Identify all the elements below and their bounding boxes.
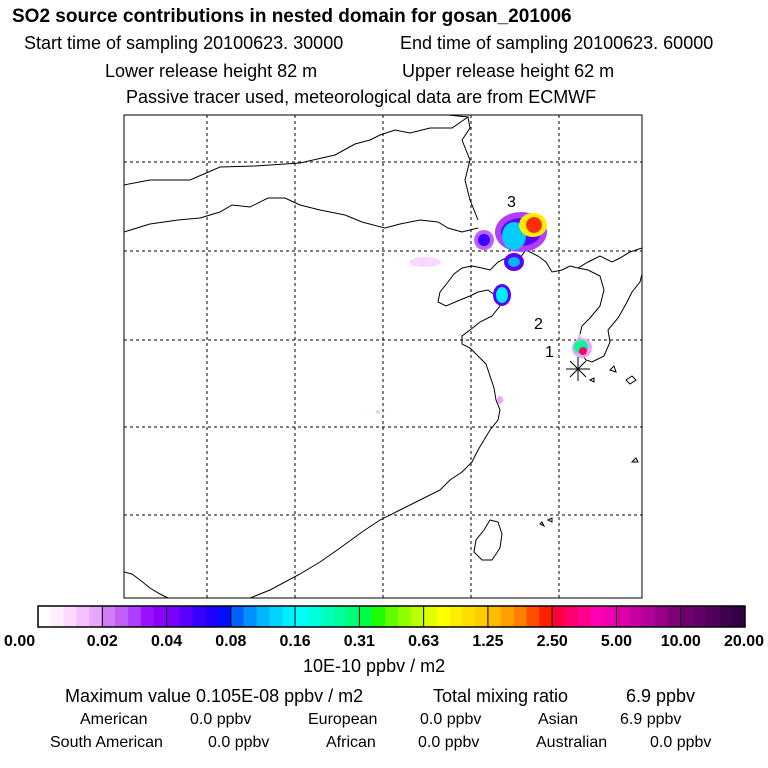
concentration-field (376, 212, 592, 414)
colorbar-swatch-8-2 (577, 606, 592, 627)
colorbar-swatch-3-3 (269, 606, 283, 627)
colorbar-swatch-2-2 (192, 606, 206, 627)
colorbar-swatch-7-4 (539, 606, 553, 627)
lower-release-label: Lower release height 82 m (105, 61, 318, 81)
region-south-american-value: 0.0 ppbv (208, 734, 270, 751)
colorbar-swatch-1-0 (102, 606, 116, 627)
colorbar-swatch-4-0 (295, 606, 309, 627)
colorbar-swatch-7-3 (526, 606, 540, 627)
region-american-name: American (80, 711, 148, 728)
start-time-label: Start time of sampling 20100623. 30000 (24, 33, 344, 53)
colorbar-swatch-1-4 (153, 606, 168, 627)
colorbar-swatch-0-2 (63, 606, 78, 627)
colorbar-swatch-10-0 (680, 606, 695, 627)
total-mixing-label: Total mixing ratio (433, 686, 569, 706)
colorbar-swatch-8-3 (590, 606, 605, 627)
colorbar-swatch-1-2 (127, 606, 142, 627)
receptor-marker (566, 357, 590, 381)
colorbar-swatch-6-3 (462, 606, 476, 627)
colorbar-unit-label: 10E-10 ppbv / m2 (303, 656, 446, 676)
marker-1: 1 (545, 344, 554, 361)
colorbar-swatch-5-4 (410, 606, 425, 627)
colorbar-swatch-7-0 (487, 606, 502, 627)
colorbar-swatch-0-4 (89, 606, 103, 627)
colorbar-ticks: 0.00 0.02 0.04 0.08 0.16 0.31 0.63 1.25 2.50 5.00… (4, 633, 764, 650)
colorbar-swatch-10-2 (706, 606, 720, 627)
marker-2: 2 (534, 316, 543, 333)
region-south-american-name: South American (50, 734, 163, 751)
colorbar-tick-label-5: 0.31 (344, 633, 375, 650)
colorbar-tick-label-6: 0.63 (408, 633, 439, 650)
colorbar-swatch-10-4 (732, 606, 746, 627)
colorbar-tick-label-3: 0.08 (215, 633, 246, 650)
colorbar-swatch-2-0 (166, 606, 180, 627)
colorbar-swatch-6-4 (475, 606, 489, 627)
colorbar-swatch-3-0 (230, 606, 245, 627)
colorbar-tick-label-2: 0.04 (151, 633, 182, 650)
colorbar-swatch-5-0 (359, 606, 373, 627)
colorbar-tick-label-10: 10.00 (661, 633, 701, 650)
colorbar-swatch-3-4 (282, 606, 296, 627)
region-european-value: 0.0 ppbv (420, 711, 482, 728)
colorbar-swatch-6-0 (423, 606, 437, 627)
colorbar-tick-label-9: 5.00 (601, 633, 632, 650)
region-african-value: 0.0 ppbv (418, 734, 480, 751)
colorbar-swatch-4-3 (333, 606, 348, 627)
colorbar-swatch-8-0 (552, 606, 566, 627)
colorbar-tick-label-11: 20.00 (724, 633, 764, 650)
colorbar-swatch-1-1 (115, 606, 129, 627)
colorbar-swatch-3-1 (243, 606, 258, 627)
colorbar-swatch-5-1 (372, 606, 386, 627)
colorbar-swatch-5-2 (385, 606, 399, 627)
colorbar-swatch-6-2 (449, 606, 463, 627)
upper-release-label: Upper release height 62 m (402, 61, 615, 81)
colorbar-tick-label-8: 2.50 (537, 633, 568, 650)
colorbar-swatch-0-3 (76, 606, 90, 627)
tracer-label: Passive tracer used, meteorological data… (126, 87, 597, 107)
end-time-label: End time of sampling 20100623. 60000 (400, 33, 714, 53)
marker-3: 3 (507, 194, 516, 211)
colorbar-swatch-1-3 (140, 606, 155, 627)
colorbar-swatch-2-1 (179, 606, 193, 627)
colorbar-border (37, 605, 746, 628)
colorbar-tick-label-4: 0.16 (280, 633, 311, 650)
region-european-name: European (308, 711, 378, 728)
colorbar-swatch-2-3 (205, 606, 219, 627)
colorbar-swatch-8-4 (603, 606, 617, 627)
colorbar-swatch-10-3 (719, 606, 733, 627)
colorbar-swatch-10-1 (693, 606, 707, 627)
colorbar (37, 605, 746, 628)
map-grid (124, 115, 642, 598)
colorbar-tick-label-0: 0.00 (4, 633, 35, 650)
colorbar-swatch-4-4 (346, 606, 360, 627)
total-mixing-value: 6.9 ppbv (626, 686, 696, 706)
colorbar-swatch-8-1 (565, 606, 579, 627)
colorbar-swatch-4-1 (307, 606, 322, 627)
colorbar-swatch-0-0 (38, 606, 52, 627)
region-australian-value: 0.0 ppbv (650, 734, 712, 751)
colorbar-tick-label-7: 1.25 (472, 633, 503, 650)
region-asian-name: Asian (538, 711, 579, 728)
colorbar-swatch-9-3 (655, 606, 669, 627)
colorbar-swatch-4-2 (320, 606, 335, 627)
colorbar-swatch-6-1 (436, 606, 450, 627)
region-australian-name: Australian (536, 734, 608, 751)
colorbar-swatch-7-1 (500, 606, 515, 627)
colorbar-swatch-9-4 (667, 606, 682, 627)
colorbar-swatch-9-2 (642, 606, 656, 627)
region-asian-value: 6.9 ppbv (620, 711, 682, 728)
colorbar-swatch-9-1 (629, 606, 643, 627)
colorbar-swatch-5-3 (397, 606, 412, 627)
colorbar-swatch-0-1 (50, 606, 65, 627)
region-african-name: African (326, 734, 376, 751)
colorbar-tick-label-1: 0.02 (87, 633, 118, 650)
colorbar-swatch-7-2 (513, 606, 527, 627)
colorbar-swatch-9-0 (616, 606, 630, 627)
colorbar-swatch-2-4 (217, 606, 232, 627)
colorbar-swatch-3-2 (256, 606, 270, 627)
max-value-label: Maximum value 0.105E-08 ppbv / m2 (65, 686, 364, 706)
region-american-value: 0.0 ppbv (190, 711, 252, 728)
chart-title: SO2 source contributions in nested domai… (12, 6, 572, 27)
